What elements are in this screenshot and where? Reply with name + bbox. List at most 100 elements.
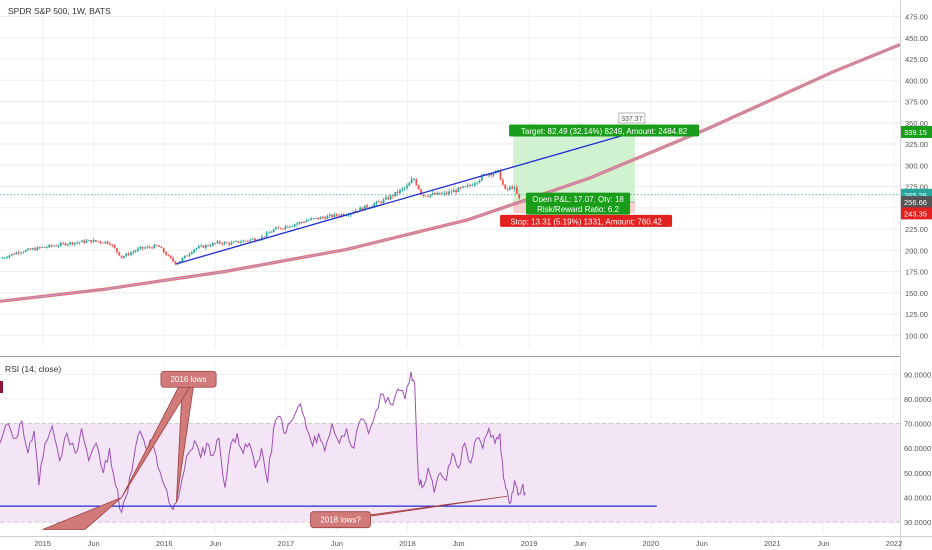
candle-body	[333, 214, 336, 218]
price-tick-label: 450.00	[905, 34, 928, 43]
candle-body	[228, 242, 231, 245]
price-tick-label: 475.00	[905, 13, 928, 22]
candle-body	[209, 245, 212, 247]
growth-curve-outer[interactable]	[0, 43, 901, 303]
candle-body	[413, 179, 415, 180]
candle-body	[415, 179, 418, 186]
price-pane[interactable]: 337.37 Target: 82.49 (32.14%) 8249, Amoun…	[0, 6, 901, 348]
price-tag-text: 339.15	[904, 128, 927, 137]
candle-body	[389, 195, 392, 200]
growth-curve[interactable]	[0, 43, 901, 303]
candle-body	[167, 255, 170, 256]
candle-body	[202, 245, 205, 248]
candle-body	[64, 243, 67, 246]
candle-body	[270, 231, 273, 233]
candle-body	[476, 182, 479, 184]
candle-body	[94, 240, 97, 242]
candle-body	[303, 222, 305, 223]
candle-body	[172, 258, 174, 262]
price-tag[interactable]: 243.35	[901, 207, 932, 220]
candle-body	[382, 199, 385, 204]
candle-body	[319, 217, 322, 220]
target-label-bg	[509, 124, 700, 137]
candle-body	[375, 201, 378, 204]
candle-body	[59, 242, 62, 246]
callout[interactable]: 2016 lows	[121, 370, 217, 503]
candle-body	[291, 225, 294, 227]
symbol-title: SPDR S&P 500, 1W, BATS	[8, 6, 111, 16]
candle-body	[457, 187, 460, 192]
candle-body	[223, 242, 226, 245]
candle-body	[293, 224, 296, 226]
time-tick-label: Jun	[88, 539, 100, 548]
candle-body	[197, 246, 200, 249]
stop-label-text: Stop: 13.31 (5.19%) 1331, Amount: 760.42	[510, 217, 662, 226]
candle-body	[22, 251, 25, 253]
candle-body	[282, 228, 284, 230]
candle-body	[66, 244, 69, 246]
candle-body	[134, 250, 137, 252]
candle-body	[190, 252, 193, 254]
time-tick-label: 2019	[521, 539, 538, 548]
rsi-callouts[interactable]: 2016 lows 2018 lows?	[42, 370, 508, 530]
candle-body	[385, 197, 387, 200]
time-tick-label: Jun	[574, 539, 586, 548]
price-tick-label: 350.00	[905, 119, 928, 128]
position-labels: 337.37 Target: 82.49 (32.14%) 8249, Amoun…	[500, 112, 700, 227]
candle-body	[394, 191, 397, 197]
trend-line[interactable]	[176, 131, 636, 265]
price-tag[interactable]: 256.66	[901, 196, 932, 209]
open-pnl-label-text: Open P&L: 17.07, Qty: 18	[532, 195, 624, 204]
target-price-text: 337.37	[621, 116, 643, 123]
candle-body	[165, 252, 167, 256]
candle-body	[38, 247, 41, 249]
candle-body	[137, 248, 139, 251]
candle-body	[218, 241, 221, 244]
candle-body	[211, 243, 214, 246]
rsi-collapse-marker[interactable]	[0, 381, 3, 393]
candle-body	[284, 226, 287, 229]
candle-body	[151, 247, 153, 249]
candle-body	[272, 229, 275, 232]
time-tick-label: 2022	[886, 539, 903, 548]
price-tick-label: 275.00	[905, 183, 928, 192]
candle-body	[289, 226, 291, 228]
rsi-tick-label: 60.0000	[904, 444, 931, 453]
candle-body	[125, 253, 128, 257]
candle-body	[296, 223, 298, 225]
callout[interactable]: 2018 lows?	[310, 495, 508, 529]
price-tag[interactable]: 339.15	[901, 125, 932, 138]
candle-body	[434, 193, 436, 195]
time-axis[interactable]: 2015 Jun 2016 Jun 2017 Jun 2018 Jun 2019 Jun 2020 J…	[34, 539, 902, 548]
price-grid	[0, 8, 900, 348]
candle-body	[13, 253, 15, 255]
price-axis[interactable]: 475.00 450.00 425.00 400.00 375.00 350.00 325.…	[901, 13, 932, 341]
candle-body	[501, 179, 504, 185]
candle-body	[499, 170, 502, 180]
candle-body	[396, 191, 399, 194]
candle-body	[80, 240, 83, 243]
candle-body	[104, 241, 107, 244]
candle-body	[480, 175, 483, 181]
trend-line-segment[interactable]	[176, 131, 636, 265]
rsi-axis[interactable]: 90.0000 80.0000 70.0000 60.0000 50.0000 40.00…	[904, 370, 931, 527]
candle-body	[471, 185, 474, 187]
price-tag-bg	[901, 207, 932, 220]
candle-body	[338, 215, 341, 217]
candle-body	[247, 240, 249, 242]
candle-body	[153, 244, 156, 249]
candle-body	[225, 242, 228, 244]
candle-body	[62, 242, 65, 244]
rsi-pane[interactable]: 2016 lows 2018 lows? RSI (14, close)	[0, 362, 900, 532]
candle-body	[300, 222, 303, 223]
candle-body	[342, 214, 345, 216]
candle-body	[361, 207, 364, 210]
candle-body	[193, 249, 196, 253]
candle-body	[232, 241, 235, 243]
candle-body	[310, 218, 312, 221]
candle-body	[43, 247, 46, 248]
candle-body	[155, 244, 158, 246]
price-tick-label: 325.00	[905, 140, 928, 149]
candle-body	[492, 173, 495, 176]
